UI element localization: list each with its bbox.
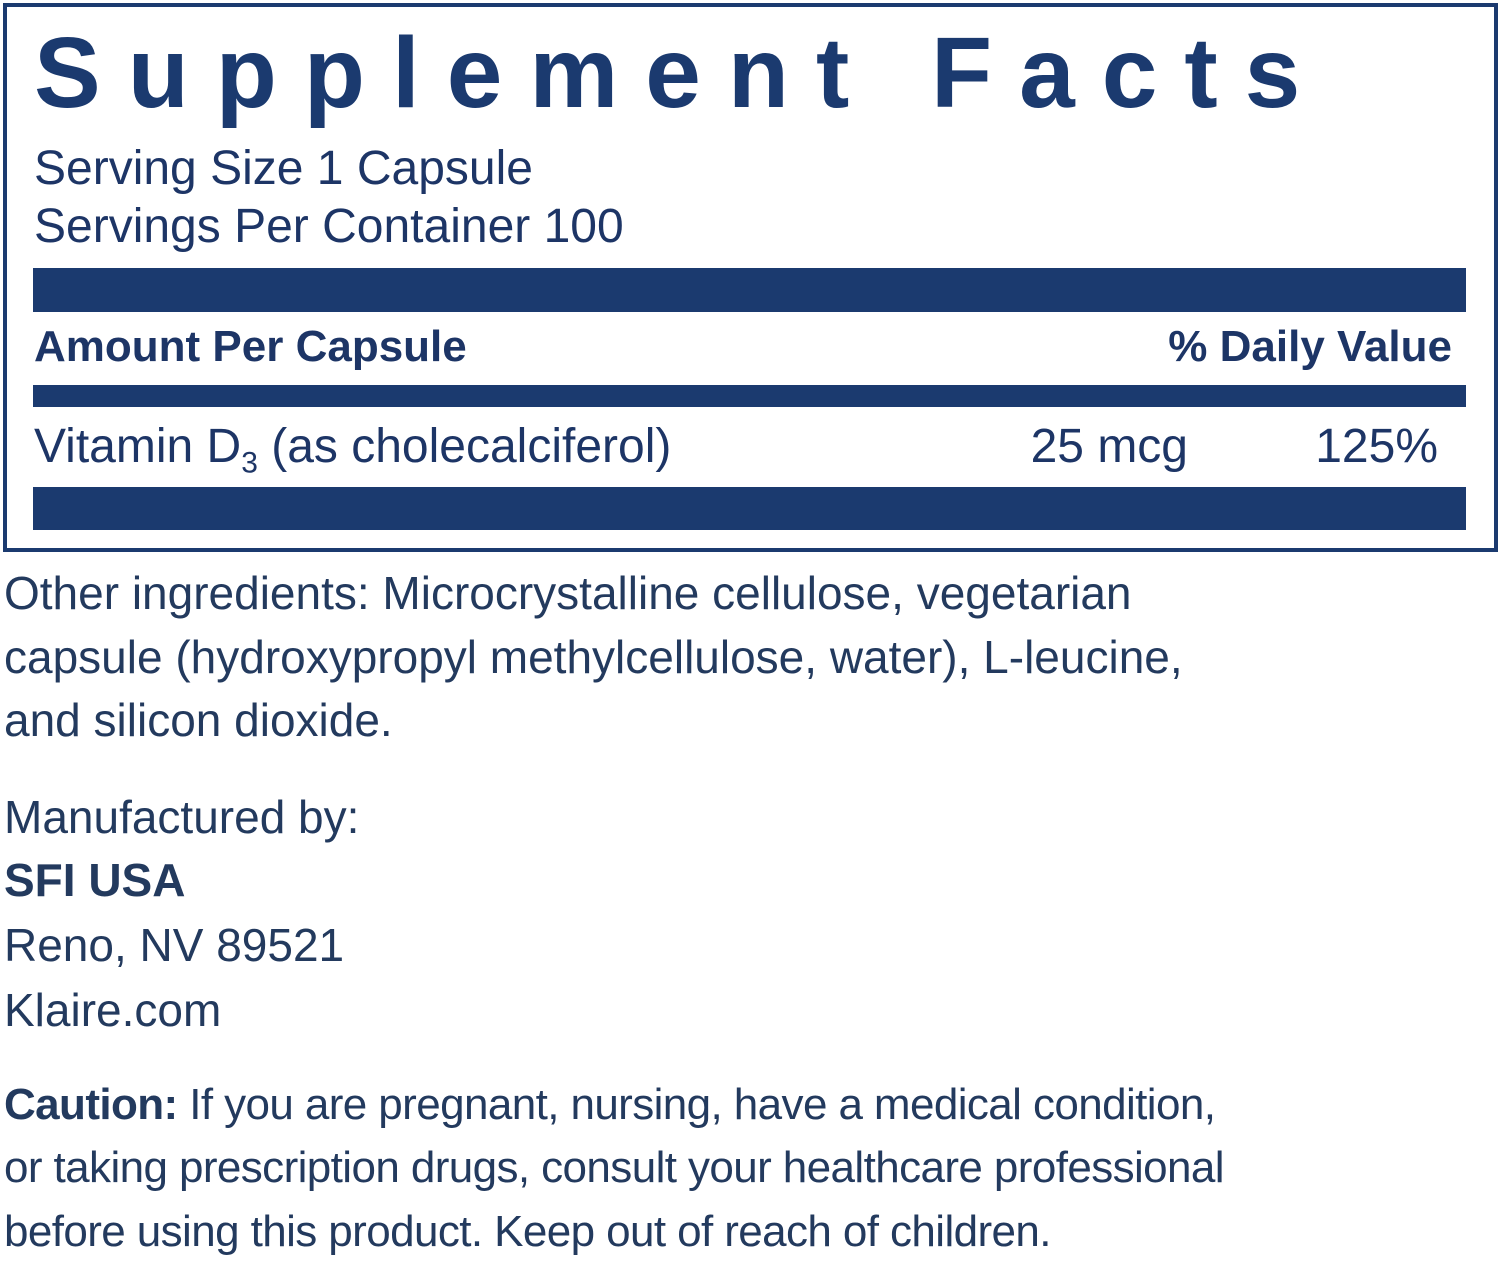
manufacturer-address: Reno, NV 89521 [4,919,345,971]
caution-label: Caution: [4,1080,178,1129]
caution-text: If you are pregnant, nursing, have a med… [177,1080,1216,1129]
caution-line: or taking prescription drugs, consult yo… [4,1143,1225,1192]
nutrient-daily-value: 125% [1315,420,1438,473]
ingredients-line: Other ingredients: Microcrystalline cell… [4,567,1132,619]
divider-bar [33,385,1466,407]
daily-value-header: % Daily Value [1168,322,1452,371]
nutrient: Vitamin D [34,420,242,473]
nutrient-name: Vitamin D3 (as cholecalciferol) [34,418,671,493]
divider-bar [33,268,1466,312]
ingredients-line: and silicon dioxide. [4,694,393,746]
panel-title: Supplement Facts [34,17,1328,129]
serving-size: Serving Size 1 Capsule [34,142,533,195]
manufacturer-name: SFI USA [4,854,186,906]
manufacturer-website: Klaire.com [4,984,222,1036]
caution-line: before using this product. Keep out of r… [4,1207,1052,1256]
nutrient-amount: 25 mcg [1030,420,1188,473]
nutrient-detail: (as cholecalciferol) [271,420,672,473]
ingredients-line: capsule (hydroxypropyl methylcellulose, … [4,631,1183,683]
servings-per-container: Servings Per Container 100 [34,200,624,253]
facts-box [3,3,1498,552]
divider-bar [33,487,1466,530]
amount-header: Amount Per Capsule [34,322,467,371]
manufacturer-label: Manufactured by: [4,791,360,843]
caution-line: Caution: If you are pregnant, nursing, h… [4,1075,1216,1135]
nutrient-subscript: 3 [241,446,258,480]
